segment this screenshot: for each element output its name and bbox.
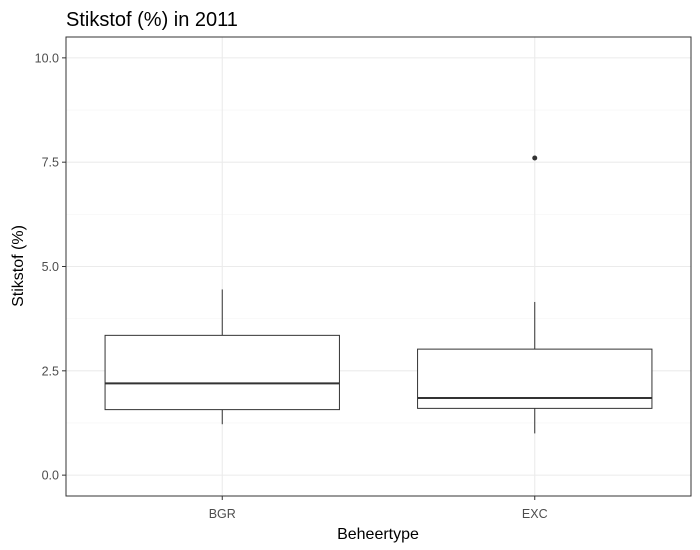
y-tick-label: 5.0 [42,260,59,274]
y-tick-label: 10.0 [35,51,59,65]
x-tick-label: BGR [209,507,236,521]
box-exc [417,155,653,434]
box-iqr [104,334,340,411]
box-iqr [417,348,653,409]
y-tick-label: 7.5 [42,156,59,170]
box-bgr [104,289,340,425]
y-tick-label: 2.5 [42,364,59,378]
y-axis-title: Stikstof (%) [10,225,27,307]
x-axis-title: Beheertype [337,526,419,543]
grid-lines [66,37,691,496]
outlier-point [532,155,538,161]
y-tick-label: 0.0 [42,469,59,483]
x-tick-label: EXC [522,507,548,521]
boxes [104,155,653,434]
x-axis-ticks: BGR EXC [209,496,548,521]
chart-title: Stikstof (%) in 2011 [66,9,238,31]
y-axis-ticks: 0.0 2.5 5.0 7.5 10.0 [35,51,66,483]
